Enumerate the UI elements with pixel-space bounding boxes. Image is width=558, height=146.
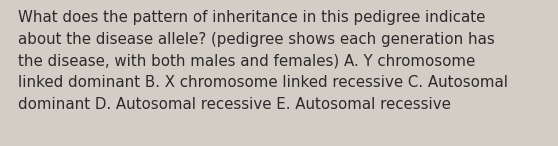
- Text: the disease, with both males and females) A. Y chromosome: the disease, with both males and females…: [18, 54, 475, 69]
- Text: dominant D. Autosomal recessive E. Autosomal recessive: dominant D. Autosomal recessive E. Autos…: [18, 97, 451, 112]
- Text: linked dominant B. X chromosome linked recessive C. Autosomal: linked dominant B. X chromosome linked r…: [18, 75, 508, 90]
- Text: about the disease allele? (pedigree shows each generation has: about the disease allele? (pedigree show…: [18, 32, 495, 47]
- Text: What does the pattern of inheritance in this pedigree indicate: What does the pattern of inheritance in …: [18, 10, 485, 25]
